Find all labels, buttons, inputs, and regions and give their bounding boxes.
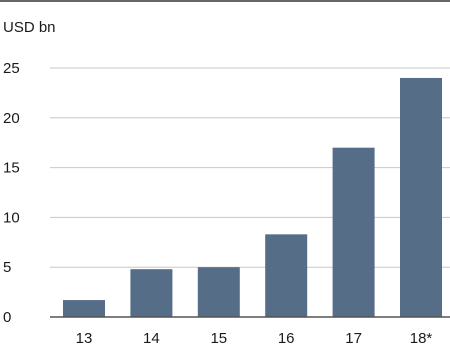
grid-lines [50, 67, 450, 268]
bar-14 [130, 269, 173, 317]
y-tick-label: 25 [3, 60, 20, 77]
y-axis-ticks: 0 5 10 15 20 25 [3, 60, 20, 326]
x-tick-label: 15 [210, 330, 227, 347]
bar-13 [63, 300, 105, 317]
y-tick-label: 0 [3, 309, 11, 326]
bars [63, 77, 442, 318]
y-tick-label: 20 [3, 110, 20, 127]
bar-18star [400, 77, 442, 318]
bar-15 [197, 267, 240, 317]
x-tick-label: 18* [410, 330, 433, 347]
unit-label: USD bn [3, 19, 56, 36]
x-tick-label: 13 [76, 330, 93, 347]
bar-16 [265, 234, 308, 317]
bar-17 [332, 147, 375, 317]
y-tick-label: 10 [3, 209, 20, 226]
y-tick-label: 5 [3, 259, 11, 276]
x-tick-label: 17 [345, 330, 362, 347]
y-tick-label: 15 [3, 160, 20, 177]
x-tick-label: 14 [143, 330, 160, 347]
x-tick-label: 16 [278, 330, 295, 347]
x-axis-ticks: 13 14 15 16 17 18* [76, 330, 433, 347]
